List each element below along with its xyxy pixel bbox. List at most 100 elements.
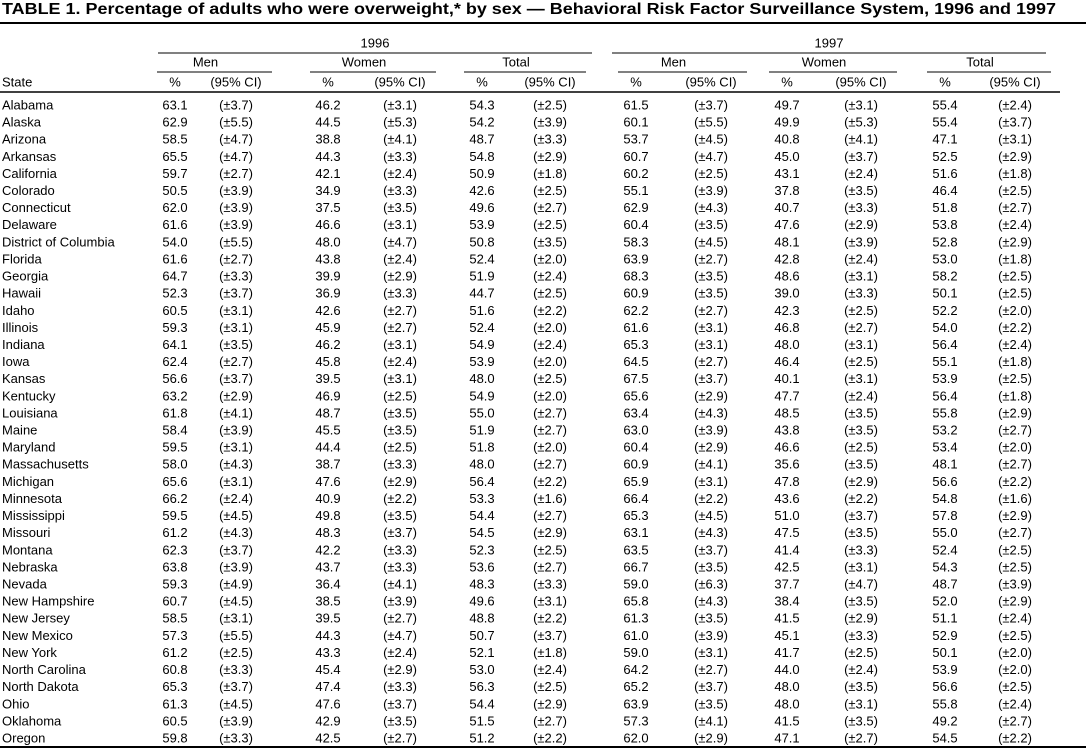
- percent-cell: 61.6: [162, 251, 187, 266]
- percent-cell: 65.2: [623, 679, 648, 694]
- percent-cell: 42.1: [315, 166, 340, 181]
- percent-cell: 48.0: [774, 696, 799, 711]
- percent-cell: 45.8: [315, 354, 340, 369]
- percent-cell: 53.9: [932, 662, 957, 677]
- ci-cell: (±3.9): [219, 423, 253, 438]
- percent-cell: 48.0: [774, 337, 799, 352]
- ci-cell: (±2.2): [383, 491, 417, 506]
- ci-cell: (±2.5): [998, 679, 1032, 694]
- ci-cell: (±1.8): [533, 645, 567, 660]
- group-header: Total: [966, 54, 994, 69]
- percent-cell: 48.0: [315, 234, 340, 249]
- year-header: 1996: [361, 35, 390, 50]
- percent-cell: 60.8: [162, 662, 187, 677]
- ci-cell: (±3.1): [844, 269, 878, 284]
- group-header: Men: [193, 54, 218, 69]
- ci-cell: (±2.5): [844, 354, 878, 369]
- percent-cell: 53.9: [932, 371, 957, 386]
- ci-cell: (±2.9): [383, 662, 417, 677]
- ci-cell: (±2.4): [533, 269, 567, 284]
- percent-cell: 39.0: [774, 286, 799, 301]
- ci-cell: (±2.2): [533, 303, 567, 318]
- ci-cell: (±3.3): [844, 628, 878, 643]
- percent-cell: 52.3: [469, 542, 494, 557]
- percent-cell: 53.0: [932, 251, 957, 266]
- percent-cell: 65.8: [623, 594, 648, 609]
- ci-cell: (±2.4): [533, 337, 567, 352]
- state-name: Ohio: [2, 696, 29, 711]
- ci-cell: (±4.9): [219, 577, 253, 592]
- percent-cell: 55.1: [623, 183, 648, 198]
- percent-cell: 51.5: [469, 713, 494, 728]
- ci-cell: (±3.5): [844, 679, 878, 694]
- percent-cell: 42.6: [315, 303, 340, 318]
- ci-cell: (±3.7): [383, 696, 417, 711]
- percent-cell: 53.9: [469, 217, 494, 232]
- percent-cell: 36.4: [315, 577, 340, 592]
- percent-cell: 46.6: [315, 217, 340, 232]
- percent-cell: 62.3: [162, 542, 187, 557]
- percent-cell: 39.5: [315, 371, 340, 386]
- ci-cell: (±2.7): [694, 354, 728, 369]
- percent-cell: 56.4: [932, 388, 957, 403]
- ci-cell: (±6.3): [694, 577, 728, 592]
- percent-cell: 58.2: [932, 269, 957, 284]
- percent-cell: 62.9: [623, 200, 648, 215]
- percent-cell: 41.4: [774, 542, 799, 557]
- ci-cell: (±2.7): [533, 405, 567, 420]
- percent-cell: 42.3: [774, 303, 799, 318]
- group-header: Women: [342, 54, 387, 69]
- percent-cell: 52.4: [469, 251, 494, 266]
- percent-cell: 53.3: [469, 491, 494, 506]
- percent-cell: 45.0: [774, 149, 799, 164]
- ci-cell: (±4.3): [219, 457, 253, 472]
- ci-cell: (±2.7): [694, 303, 728, 318]
- percent-cell: 44.0: [774, 662, 799, 677]
- percent-cell: 54.3: [469, 97, 494, 112]
- ci-cell: (±3.9): [219, 217, 253, 232]
- percent-cell: 53.9: [469, 354, 494, 369]
- ci-cell: (±3.7): [998, 115, 1032, 130]
- percent-cell: 61.3: [162, 696, 187, 711]
- ci-cell: (±3.9): [533, 115, 567, 130]
- state-name: Oregon: [2, 731, 45, 746]
- percent-cell: 66.7: [623, 559, 648, 574]
- ci-cell: (±3.1): [219, 611, 253, 626]
- ci-cell: (±5.3): [383, 115, 417, 130]
- percent-cell: 52.0: [932, 594, 957, 609]
- ci-cell: (±2.7): [219, 251, 253, 266]
- ci-cell: (±2.5): [998, 371, 1032, 386]
- percent-cell: 51.2: [469, 731, 494, 746]
- state-name: Alabama: [2, 97, 54, 112]
- ci-cell: (±2.2): [533, 731, 567, 746]
- ci-cell: (±5.5): [219, 115, 253, 130]
- column-header: (95% CI): [524, 74, 575, 89]
- percent-cell: 40.7: [774, 200, 799, 215]
- ci-cell: (±3.5): [383, 508, 417, 523]
- percent-cell: 40.8: [774, 132, 799, 147]
- percent-cell: 63.9: [623, 251, 648, 266]
- state-name: Idaho: [2, 303, 35, 318]
- percent-cell: 58.0: [162, 457, 187, 472]
- percent-cell: 58.5: [162, 132, 187, 147]
- column-header: (95% CI): [685, 74, 736, 89]
- ci-cell: (±3.5): [844, 594, 878, 609]
- ci-cell: (±3.3): [383, 559, 417, 574]
- state-name: New Hampshire: [2, 594, 94, 609]
- ci-cell: (±4.7): [219, 132, 253, 147]
- percent-cell: 58.4: [162, 423, 187, 438]
- state-name: New York: [2, 645, 57, 660]
- percent-cell: 50.1: [932, 286, 957, 301]
- ci-cell: (±3.1): [383, 337, 417, 352]
- ci-cell: (±2.7): [694, 251, 728, 266]
- percent-cell: 42.5: [315, 731, 340, 746]
- ci-cell: (±2.5): [219, 645, 253, 660]
- ci-cell: (±2.2): [694, 491, 728, 506]
- ci-cell: (±4.5): [219, 508, 253, 523]
- ci-cell: (±1.6): [533, 491, 567, 506]
- percent-cell: 58.5: [162, 611, 187, 626]
- percent-cell: 65.9: [623, 474, 648, 489]
- ci-cell: (±3.3): [383, 149, 417, 164]
- ci-cell: (±2.5): [383, 440, 417, 455]
- ci-cell: (±2.2): [998, 320, 1032, 335]
